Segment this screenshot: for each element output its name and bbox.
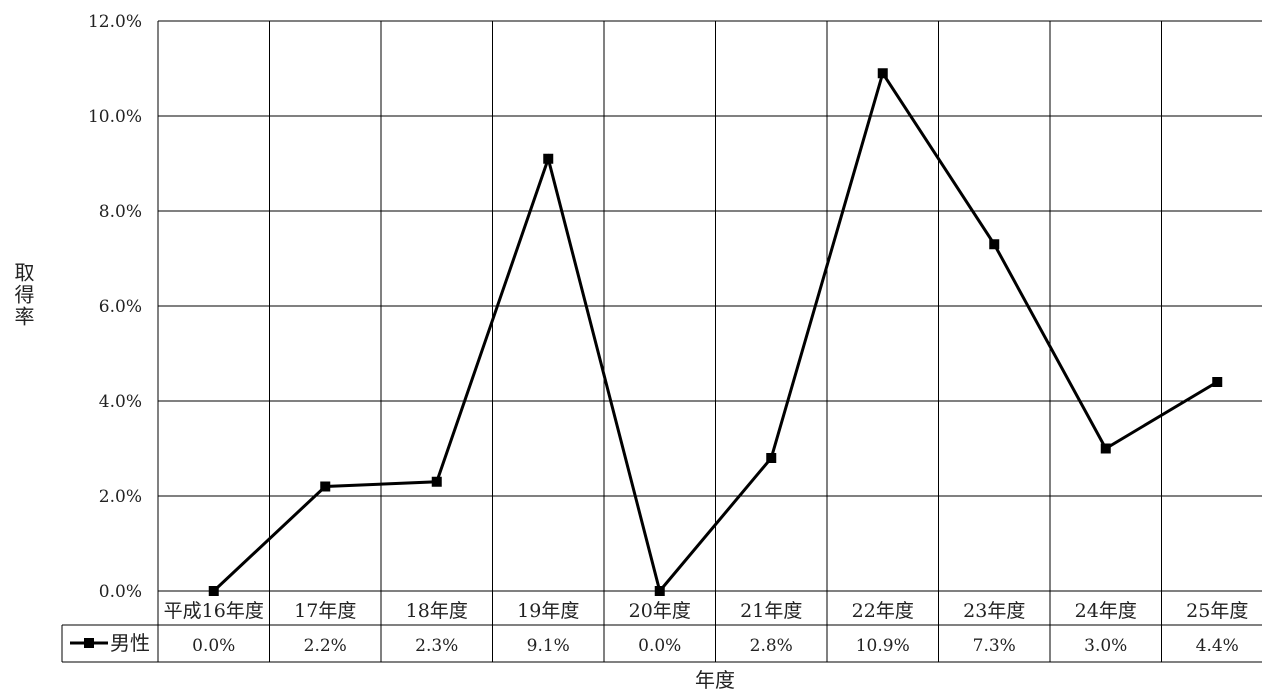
data-point — [877, 68, 888, 79]
x-tick-label: 18年度 — [406, 600, 468, 622]
data-table-value: 7.3% — [973, 636, 1016, 656]
x-tick-label: 21年度 — [740, 600, 802, 622]
data-point — [208, 586, 219, 596]
x-tick-label: 17年度 — [294, 600, 356, 622]
data-table-value: 2.2% — [304, 636, 347, 656]
y-tick-label: 12.0% — [88, 12, 142, 32]
data-table-value: 4.4% — [1196, 636, 1239, 656]
y-tick-label: 0.0% — [99, 582, 142, 602]
data-point — [766, 453, 777, 463]
x-tick-label: 22年度 — [852, 600, 914, 622]
data-table-value: 3.0% — [1084, 636, 1127, 656]
data-table-value: 10.9% — [856, 636, 910, 656]
data-table-value: 2.3% — [415, 636, 458, 656]
data-table-value: 2.8% — [750, 636, 793, 656]
x-tick-label: 25年度 — [1186, 600, 1248, 622]
y-tick-label: 6.0% — [99, 297, 142, 317]
x-tick-label: 20年度 — [629, 600, 691, 622]
legend-marker — [84, 638, 94, 648]
data-point — [989, 239, 1000, 250]
data-point — [431, 476, 442, 487]
data-point — [1212, 377, 1223, 387]
y-axis-title: 取得率 — [11, 262, 35, 328]
x-tick-label: 19年度 — [517, 600, 579, 622]
data-table-value: 0.0% — [638, 636, 681, 656]
series-line-male — [212, 69, 1219, 595]
data-point — [543, 153, 554, 164]
legend-label: 男性 — [110, 631, 150, 655]
data-table-value: 9.1% — [527, 636, 570, 656]
data-point — [320, 481, 331, 492]
y-tick-label: 8.0% — [99, 202, 142, 222]
x-tick-label: 平成16年度 — [164, 600, 264, 622]
x-tick-label: 24年度 — [1075, 600, 1137, 622]
data-table-value: 0.0% — [192, 636, 235, 656]
y-tick-label: 10.0% — [88, 107, 142, 127]
data-point — [654, 586, 665, 596]
x-axis-title: 年度 — [695, 668, 735, 692]
y-tick-label: 2.0% — [99, 487, 142, 507]
x-tick-label: 23年度 — [963, 600, 1025, 622]
y-tick-label: 4.0% — [99, 392, 142, 412]
data-point — [1100, 443, 1111, 454]
